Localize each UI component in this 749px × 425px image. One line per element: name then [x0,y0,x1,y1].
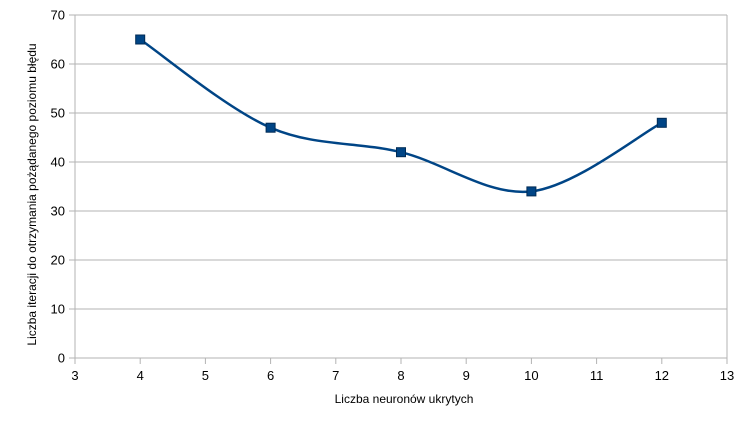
data-point-4 [135,34,146,45]
data-point-12 [656,117,667,128]
data-point-8 [396,147,406,158]
y-tick-label-60: 60 [51,57,65,72]
y-tick-label-0: 0 [58,351,65,366]
y-tick-label-20: 20 [51,253,65,268]
x-tick-label-10: 10 [524,368,538,383]
y-tick-label-30: 30 [51,204,65,219]
x-tick-label-12: 12 [655,368,669,383]
data-point-10 [526,186,537,197]
y-axis-label: Liczba iteracji do otrzymania pożądanego… [25,43,39,345]
y-tick-label-40: 40 [51,155,65,170]
x-tick-label-7: 7 [332,368,339,383]
x-tick-label-6: 6 [267,368,274,383]
x-tick-label-13: 13 [720,368,734,383]
x-tick-label-11: 11 [590,368,604,383]
axes [69,14,728,364]
y-tick-label-50: 50 [51,106,65,121]
y-tick-labels: 0 10 20 30 40 50 60 70 [51,8,65,366]
x-tick-label-9: 9 [463,368,470,383]
x-tick-label-8: 8 [397,368,404,383]
data-point-6 [265,122,276,133]
series-group [135,34,667,197]
y-tick-label-70: 70 [51,8,65,23]
y-tick-label-10: 10 [51,302,65,317]
gridlines [75,14,727,310]
x-tick-labels: 3 4 5 6 7 8 9 10 11 12 13 [71,368,734,383]
x-tick-label-3: 3 [71,368,78,383]
x-tick-label-4: 4 [137,368,144,383]
x-tick-label-5: 5 [202,368,209,383]
series-line-0 [139,38,663,194]
x-axis-label: Liczba neuronów ukrytych [335,392,474,406]
